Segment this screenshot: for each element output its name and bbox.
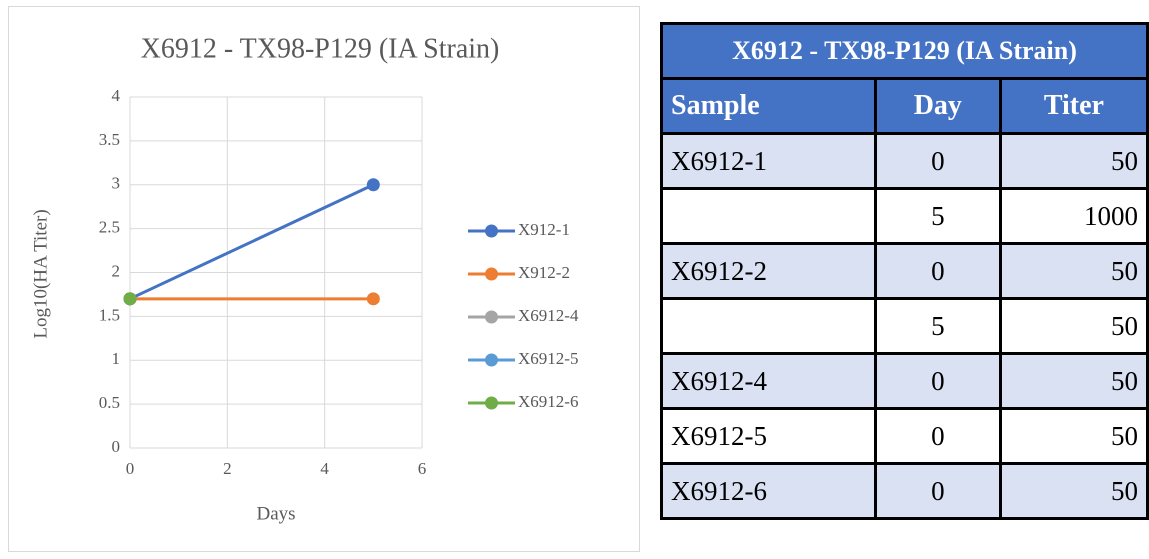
table-cell: X6912-5 <box>660 407 877 465</box>
table-cell: 50 <box>998 352 1149 410</box>
table-cell: 0 <box>873 352 1002 410</box>
table-cell: 0 <box>873 132 1002 190</box>
table-cell: 50 <box>998 132 1149 190</box>
table-row: X6912-5 0 50 <box>660 407 1149 465</box>
legend-label: X912-2 <box>518 263 570 282</box>
table-cell: 5 <box>873 297 1002 355</box>
y-tick-label: 0.5 <box>99 393 120 412</box>
legend-marker <box>485 310 498 324</box>
header-cell: Sample <box>660 77 877 135</box>
chart: X6912 - TX98-P129 (IA Strain) Days Log10… <box>8 6 640 552</box>
legend-marker <box>485 396 498 410</box>
x-tick-label: 6 <box>418 459 427 478</box>
table-row: X6912-4 0 50 <box>660 352 1149 410</box>
table-cell: 50 <box>998 242 1149 300</box>
table-cell: X6912-6 <box>660 462 877 520</box>
y-tick-label: 3.5 <box>99 130 120 149</box>
y-tick-label: 2 <box>112 261 121 280</box>
chart-title: X6912 - TX98-P129 (IA Strain) <box>141 33 500 64</box>
table-row: 5 1000 <box>660 187 1149 245</box>
y-tick-label: 1.5 <box>99 305 120 324</box>
table-title: X6912 - TX98-P129 (IA Strain) <box>660 22 1149 80</box>
header-cell: Day <box>873 77 1002 135</box>
x-tick-label: 0 <box>126 459 135 478</box>
table-row: X6912-2 0 50 <box>660 242 1149 300</box>
x-tick-label: 2 <box>223 459 232 478</box>
table-cell: X6912-1 <box>660 132 877 190</box>
y-tick-label: 0 <box>112 437 121 456</box>
legend-marker <box>485 353 498 367</box>
marker <box>123 292 137 306</box>
table-cell: 50 <box>998 297 1149 355</box>
y-tick-label: 4 <box>112 86 121 105</box>
marker <box>366 292 380 306</box>
x-tick-label: 4 <box>320 459 329 478</box>
legend-label: X912-1 <box>518 220 570 239</box>
table-cell: 0 <box>873 242 1002 300</box>
marker <box>366 178 380 192</box>
y-tick-label: 2.5 <box>99 218 120 237</box>
table-row: X6912-6 0 50 <box>660 462 1149 520</box>
table-cell <box>660 297 877 355</box>
table-cell: 1000 <box>998 187 1149 245</box>
legend-label: X6912-5 <box>518 349 578 368</box>
y-tick-label: 3 <box>112 174 121 193</box>
legend-marker <box>485 267 498 281</box>
table-cell: X6912-4 <box>660 352 877 410</box>
table-body: X6912-1 0 50 5 1000 X6912-2 0 50 5 50 X6912-4 0 50 X6… <box>660 132 1149 520</box>
table-cell: 50 <box>998 407 1149 465</box>
table-cell: 50 <box>998 462 1149 520</box>
legend-marker <box>485 224 498 238</box>
table-cell: 0 <box>873 462 1002 520</box>
legend-label: X6912-6 <box>518 392 578 411</box>
table-cell: 0 <box>873 407 1002 465</box>
table-cell <box>660 187 877 245</box>
legend-label: X6912-4 <box>518 306 579 325</box>
table-cell: 5 <box>873 187 1002 245</box>
table-row: 5 50 <box>660 297 1149 355</box>
y-axis-label: Log10(HA Titer) <box>30 209 51 338</box>
x-axis-label: Days <box>256 503 295 524</box>
y-tick-label: 1 <box>112 349 121 368</box>
table-cell: X6912-2 <box>660 242 877 300</box>
series-line <box>129 183 374 301</box>
data-table: X6912 - TX98-P129 (IA Strain) Sample Day… <box>660 22 1149 520</box>
header-cell: Titer <box>998 77 1149 135</box>
table-row: X6912-1 0 50 <box>660 132 1149 190</box>
